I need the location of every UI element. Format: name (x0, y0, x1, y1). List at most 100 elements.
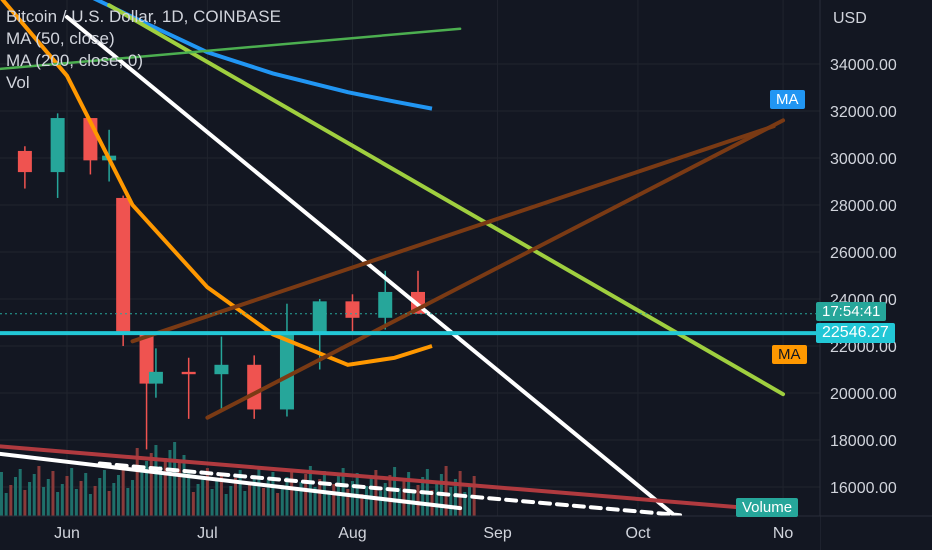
volume-bar (365, 486, 369, 516)
trendline-brown (205, 118, 786, 420)
volume-bar (51, 471, 55, 516)
volume-bar (201, 476, 205, 516)
volume-bar (46, 479, 50, 516)
candle-body (17, 150, 32, 173)
volume-bar (154, 445, 158, 516)
volume-bar (210, 489, 214, 516)
x-tick-label: Oct (626, 525, 651, 542)
volume-bar (262, 488, 266, 516)
volume-bar (294, 490, 298, 516)
volume-bar (444, 466, 448, 516)
trendlines (0, 3, 786, 522)
volume-bar (121, 467, 125, 516)
candle-body (279, 331, 294, 410)
y-tick-label: 16000.00 (830, 480, 897, 497)
volume-bar (224, 494, 228, 516)
candle-body (214, 364, 229, 375)
volume-bar (248, 483, 252, 516)
volume-bar (0, 472, 3, 516)
time-axis-bg (0, 516, 820, 550)
candle-body (139, 334, 154, 384)
volume-bar (88, 494, 92, 516)
ma-blue-tag: MA (770, 90, 805, 109)
volume-bar (238, 470, 242, 516)
legend-ma200: MA (200, close, 0) (6, 51, 144, 70)
volume-bar (140, 469, 144, 516)
volume-bar (257, 467, 261, 516)
price-axis-bg (820, 0, 932, 550)
volume-bar (243, 491, 247, 516)
volume-bar (135, 448, 139, 516)
y-tick-label: 32000.00 (830, 104, 897, 121)
volume-bar (168, 450, 172, 516)
volume-bar (407, 472, 411, 516)
volume-bar (421, 477, 425, 516)
volume-bar (159, 466, 163, 516)
y-tick-label: 20000.00 (830, 386, 897, 403)
trendline-green (0, 27, 462, 71)
volume-bar (449, 487, 453, 516)
volume-bar (379, 491, 383, 516)
volume-bar (79, 481, 83, 516)
y-tick-label: 30000.00 (830, 151, 897, 168)
volume-bar (60, 484, 64, 516)
volume-bar (402, 480, 406, 516)
volume-bar (74, 489, 78, 516)
volume-bar (173, 442, 177, 516)
volume-bar (219, 473, 223, 516)
volume-bar (341, 468, 345, 516)
trendline-white (0, 451, 463, 511)
volume-bar (93, 486, 97, 516)
volume-bar (112, 483, 116, 516)
volume-bar (196, 484, 200, 516)
price-tag: 22546.27 (816, 323, 895, 343)
currency-label: USD (833, 10, 867, 27)
volume-bar (107, 491, 111, 516)
x-tick-label: Aug (338, 525, 366, 542)
legend-vol: Vol (6, 73, 30, 92)
volume-bar (205, 468, 209, 516)
volume-bar (32, 474, 36, 516)
volume-bar (318, 479, 322, 516)
y-tick-label: 22000.00 (830, 339, 897, 356)
volume-bar (102, 470, 106, 516)
volume-bar (266, 480, 270, 516)
volume-bar (388, 475, 392, 516)
trendline-lime (107, 3, 786, 397)
volume-bar (346, 489, 350, 516)
volume-bar (163, 458, 167, 516)
time-axis: Jun Jul Aug Sep Oct No (0, 515, 932, 550)
volume-bar (435, 482, 439, 516)
volume-bar (215, 481, 219, 516)
y-tick-label: 34000.00 (830, 57, 897, 74)
candle-body (312, 301, 327, 332)
x-tick-label: Sep (483, 525, 512, 542)
volume-bar (463, 492, 467, 516)
volume-bar (145, 461, 149, 516)
volume-bar (70, 468, 74, 516)
ma200-line (92, 0, 433, 111)
volume-bar (458, 471, 462, 516)
volume-bar (304, 474, 308, 516)
candle-body (50, 118, 65, 173)
volume-bar (84, 473, 88, 516)
volume-bar (131, 480, 135, 516)
volume-bar (177, 463, 181, 516)
candle-body (345, 301, 360, 318)
trendline-white (65, 15, 683, 522)
volume-bar (280, 485, 284, 516)
trendline-red (0, 444, 781, 513)
legend-ma50: MA (50, close) (6, 29, 115, 48)
volume-bar (453, 479, 457, 516)
legend-title: Bitcoin / U.S. Dollar, 1D, COINBASE (6, 7, 281, 26)
x-tick-label: Jul (197, 525, 217, 542)
volume-bar (336, 476, 340, 516)
candle-body (116, 197, 131, 335)
volume-bar (18, 469, 22, 516)
volume-bar (360, 494, 364, 516)
volume-bar (271, 472, 275, 516)
volume-bar (4, 493, 8, 516)
x-tick-label: Jun (54, 525, 80, 542)
volume-bar (42, 487, 46, 516)
volume-bar (28, 482, 32, 516)
